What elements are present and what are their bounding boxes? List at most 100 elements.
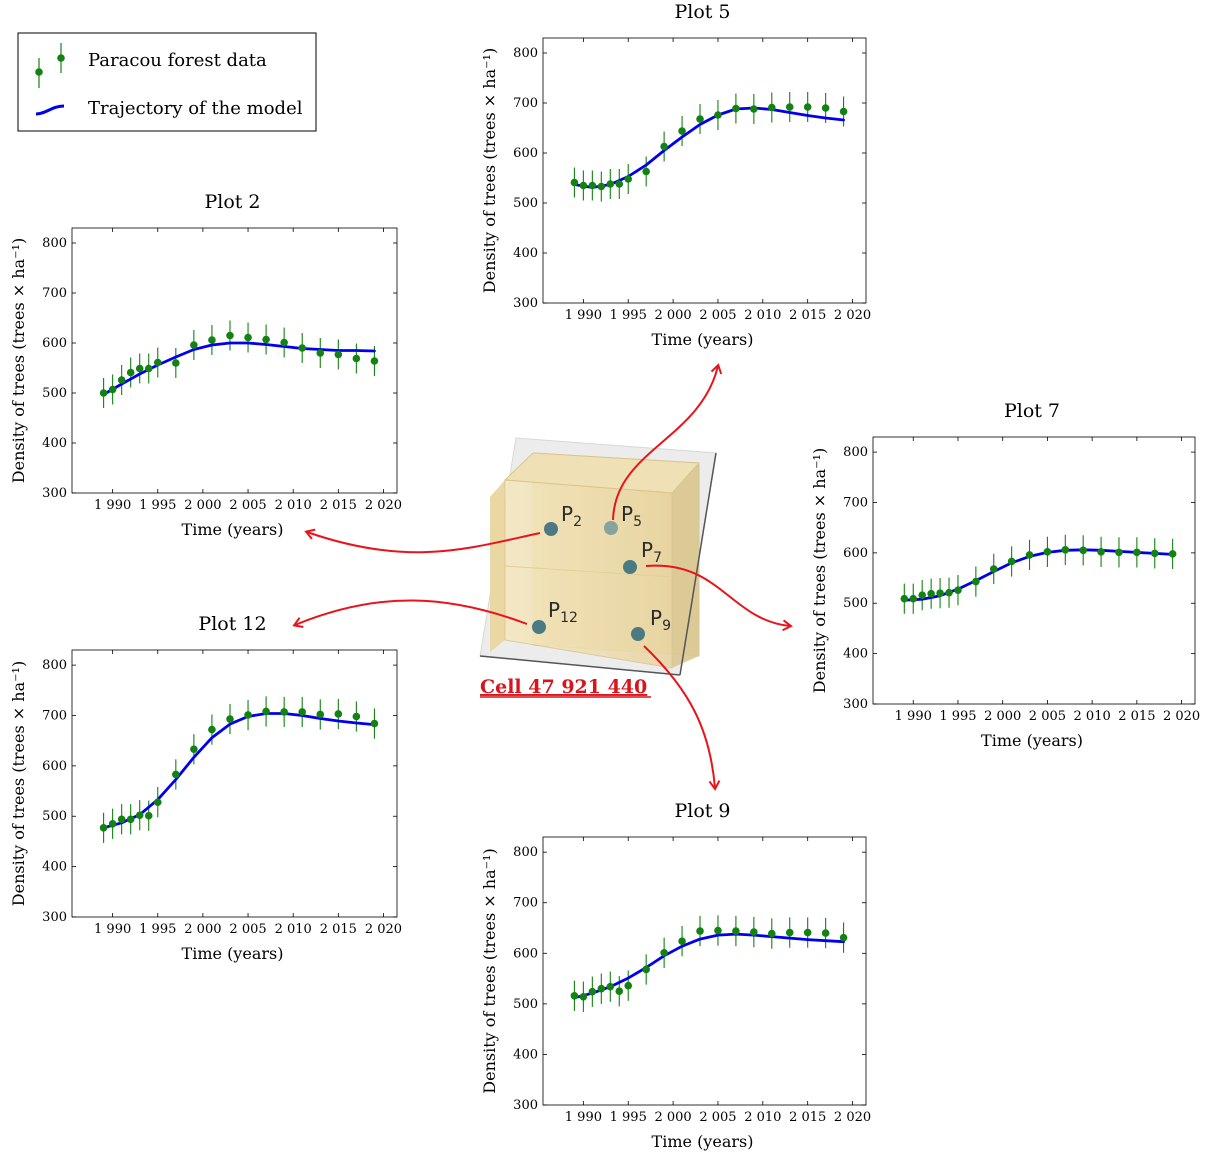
x-tick-label: 2 015 bbox=[320, 922, 357, 937]
legend-data-label: Paracou forest data bbox=[88, 50, 267, 71]
point-label-main: P bbox=[621, 502, 633, 526]
y-tick-label: 500 bbox=[42, 809, 67, 824]
data-point bbox=[714, 926, 722, 935]
x-tick-label: 2 015 bbox=[789, 1110, 826, 1125]
data-point bbox=[642, 965, 650, 974]
plot-point-p12: P12 bbox=[532, 598, 578, 634]
y-tick-label: 300 bbox=[42, 910, 67, 925]
plot-frame bbox=[542, 836, 867, 1106]
point-label-main: P bbox=[548, 598, 560, 622]
data-point bbox=[1007, 557, 1016, 566]
svg-text:P5: P5 bbox=[621, 502, 642, 530]
data-point bbox=[678, 937, 686, 945]
data-point bbox=[821, 929, 830, 937]
chart-title: Plot 9 bbox=[674, 800, 730, 822]
y-tick-label: 800 bbox=[513, 845, 538, 860]
x-tick-label: 2 015 bbox=[1118, 709, 1155, 724]
arrow-to-plot2 bbox=[304, 528, 541, 554]
data-point bbox=[803, 103, 812, 111]
x-tick-label: 1 995 bbox=[610, 308, 647, 323]
data-point bbox=[1115, 548, 1123, 557]
y-axis-label: Density of trees (trees × ha⁻¹) bbox=[810, 448, 829, 693]
cell-cube bbox=[479, 437, 717, 676]
data-point bbox=[642, 167, 650, 176]
legend-model-label: Trajectory of the model bbox=[88, 98, 303, 119]
chart-plot9: 300 400 500 600 700 800 1 990 1 995 2 000 2 005 2 … bbox=[480, 800, 871, 1151]
data-point bbox=[370, 719, 379, 728]
y-tick-label: 400 bbox=[513, 1047, 538, 1062]
y-tick-label: 400 bbox=[513, 246, 538, 261]
data-point bbox=[660, 948, 668, 957]
point-label-sub: 2 bbox=[573, 514, 582, 530]
x-tick-label: 2 010 bbox=[744, 308, 781, 323]
y-tick-label: 600 bbox=[513, 946, 538, 961]
data-point bbox=[352, 712, 361, 721]
chart-plot12: 300 400 500 600 700 800 1 990 1 995 2 000 2 005 2 … bbox=[9, 613, 402, 963]
data-point bbox=[153, 798, 162, 806]
plot-point-p7: P7 bbox=[623, 538, 662, 574]
data-point bbox=[208, 336, 216, 344]
data-point bbox=[126, 368, 135, 377]
data-point bbox=[1150, 549, 1159, 558]
chart-title: Plot 5 bbox=[674, 1, 730, 23]
data-point bbox=[144, 364, 153, 373]
data-point bbox=[117, 376, 126, 384]
x-axis-label: Time (years) bbox=[652, 1132, 754, 1151]
data-point bbox=[803, 928, 812, 937]
plot-point-p9: P9 bbox=[631, 606, 671, 641]
y-tick-label: 800 bbox=[513, 46, 538, 61]
data-point bbox=[900, 594, 909, 603]
plot-frame bbox=[71, 649, 398, 918]
x-tick-label: 1 995 bbox=[139, 922, 176, 937]
data-point bbox=[1133, 548, 1141, 557]
data-point bbox=[208, 725, 216, 734]
x-tick-label: 2 020 bbox=[365, 498, 402, 513]
y-tick-label: 800 bbox=[843, 445, 868, 460]
svg-text:P12: P12 bbox=[548, 598, 578, 626]
data-point bbox=[945, 588, 953, 597]
data-point bbox=[909, 594, 918, 603]
data-point bbox=[972, 577, 980, 586]
x-tick-label: 2 010 bbox=[275, 498, 312, 513]
y-tick-label: 300 bbox=[42, 486, 67, 501]
y-tick-label: 300 bbox=[513, 296, 538, 311]
plot-point-p2: P2 bbox=[544, 502, 582, 536]
arrow-to-plot12 bbox=[292, 599, 528, 628]
data-point bbox=[732, 927, 740, 935]
charts-layer: 300 400 500 600 700 800 1 990 1 995 2 000 2 005 2 … bbox=[9, 1, 1200, 1151]
cell-label[interactable]: Cell 47 921 440 bbox=[480, 676, 647, 698]
x-axis-label: Time (years) bbox=[981, 731, 1083, 750]
plot-frame bbox=[542, 37, 867, 304]
data-point bbox=[108, 385, 117, 394]
y-tick-label: 800 bbox=[42, 236, 67, 251]
data-point bbox=[1079, 546, 1087, 555]
data-point bbox=[927, 589, 935, 598]
data-point bbox=[1043, 548, 1052, 556]
model-trajectory-line bbox=[573, 932, 845, 1000]
chart-title: Plot 7 bbox=[1004, 400, 1060, 422]
legend-frame bbox=[17, 32, 317, 132]
data-point bbox=[226, 715, 234, 723]
data-point bbox=[244, 711, 252, 719]
data-point bbox=[597, 984, 606, 993]
data-point bbox=[918, 591, 926, 599]
data-point bbox=[660, 142, 668, 151]
data-point bbox=[597, 182, 606, 191]
x-tick-label: 2 010 bbox=[1074, 709, 1111, 724]
data-point bbox=[936, 589, 944, 597]
x-tick-label: 2 000 bbox=[654, 1110, 691, 1125]
data-point bbox=[570, 178, 579, 187]
plot-frame bbox=[71, 227, 398, 494]
data-point bbox=[298, 708, 307, 716]
data-point bbox=[1097, 548, 1105, 556]
cube-edge bbox=[679, 452, 717, 676]
data-point bbox=[579, 992, 588, 1001]
data-point bbox=[135, 364, 144, 373]
data-point bbox=[785, 928, 794, 937]
data-point bbox=[767, 103, 776, 112]
y-tick-label: 700 bbox=[513, 96, 538, 111]
y-axis-label: Density of trees (trees × ha⁻¹) bbox=[480, 48, 499, 293]
arrow-to-plot7 bbox=[645, 564, 793, 632]
data-point bbox=[172, 770, 180, 779]
x-tick-label: 2 000 bbox=[654, 308, 691, 323]
